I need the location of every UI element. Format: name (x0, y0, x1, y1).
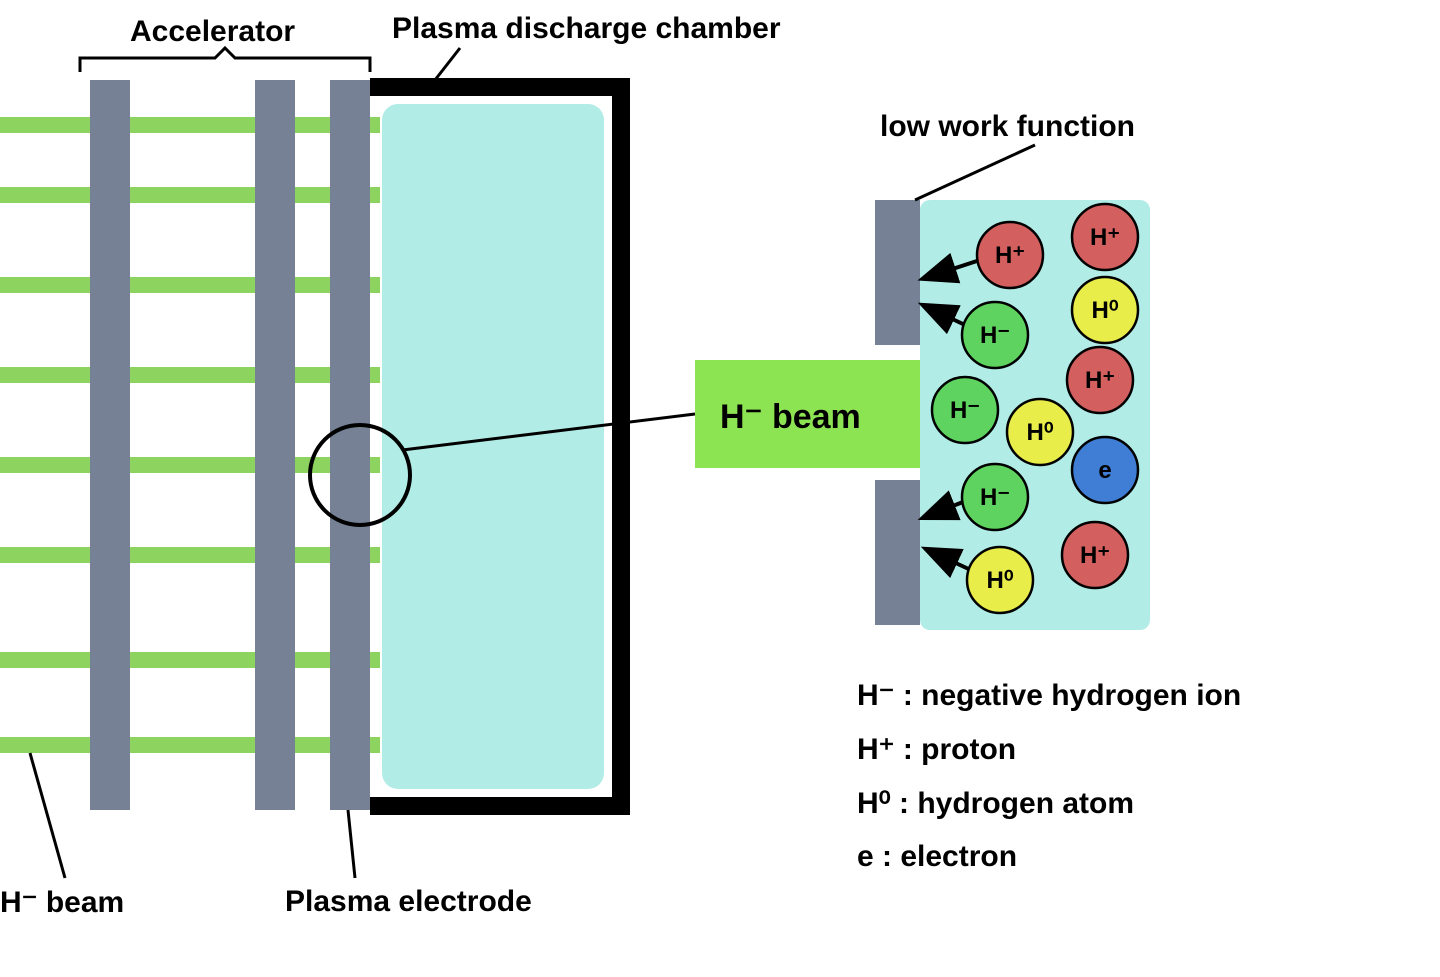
particle-label: e (1098, 457, 1111, 484)
beam-line (0, 277, 380, 293)
leader-hbeam-left (30, 753, 65, 878)
legend-h-minus: H⁻ : negative hydrogen ion (857, 678, 1241, 713)
particle-label: H⁺ (1090, 224, 1120, 251)
chamber-wall-bottom (370, 797, 630, 815)
h-beam-left-label: H⁻ beam (0, 885, 124, 920)
beam-line (0, 117, 380, 133)
particle-label: H⁺ (1085, 367, 1115, 394)
particle-label: H⁺ (995, 242, 1025, 269)
leader-low-work-function (915, 145, 1035, 200)
beam-line (0, 652, 380, 668)
legend-h-plus: H⁺ : proton (857, 732, 1016, 767)
detail-electrode-bottom (875, 480, 920, 625)
accelerator-electrode (90, 80, 130, 810)
legend-electron: e : electron (857, 840, 1017, 874)
h-beam-right-label: H⁻ beam (720, 397, 861, 437)
beam-line (0, 187, 380, 203)
beam-line (0, 547, 380, 563)
beam-line (0, 457, 380, 473)
leader-plasma-electrode (348, 810, 355, 878)
chamber-wall-top (370, 78, 630, 96)
leader-plasma-chamber (435, 48, 460, 80)
beam-line (0, 367, 380, 383)
legend-h-zero: H⁰ : hydrogen atom (857, 786, 1134, 821)
accelerator-bracket (80, 48, 370, 72)
detail-electrode-top (875, 200, 920, 345)
particle-label: H⁰ (987, 567, 1014, 594)
chamber-wall-right (612, 78, 630, 815)
plasma-interior (382, 104, 604, 789)
particle-label: H⁻ (980, 484, 1010, 511)
low-work-function-label: low work function (880, 110, 1135, 144)
particle-label: H⁺ (1080, 542, 1110, 569)
particle-label: H⁰ (1027, 419, 1054, 446)
accelerator-electrode (255, 80, 295, 810)
particle-label: H⁻ (950, 397, 980, 424)
accelerator-electrode (330, 80, 370, 810)
particle-label: H⁻ (980, 322, 1010, 349)
plasma-chamber-label: Plasma discharge chamber (392, 12, 781, 46)
diagram-canvas: H⁺ H⁺ H⁰ H⁻ H⁺ H⁻ H⁰ e H⁻ H⁺ H⁰ (0, 0, 1440, 977)
accelerator-label: Accelerator (130, 15, 295, 49)
beam-line (0, 737, 380, 753)
particle-label: H⁰ (1092, 297, 1119, 324)
plasma-electrode-label: Plasma electrode (285, 885, 532, 919)
